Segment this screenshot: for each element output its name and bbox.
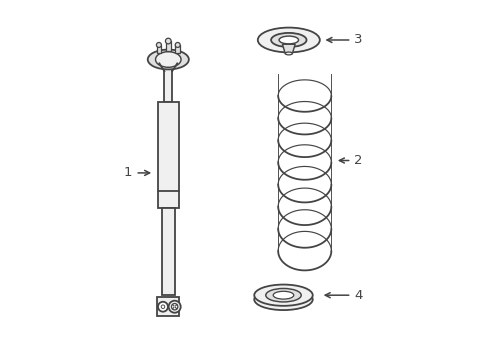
Ellipse shape bbox=[147, 50, 188, 69]
Ellipse shape bbox=[265, 288, 301, 302]
Text: 4: 4 bbox=[325, 289, 362, 302]
Bar bbox=[157, 297, 179, 316]
Text: 1: 1 bbox=[124, 166, 149, 179]
Circle shape bbox=[161, 305, 164, 309]
Circle shape bbox=[171, 303, 178, 310]
Ellipse shape bbox=[254, 289, 312, 310]
Bar bbox=[164, 61, 172, 102]
Ellipse shape bbox=[285, 52, 292, 55]
Bar bbox=[161, 208, 175, 295]
Polygon shape bbox=[282, 44, 295, 54]
Circle shape bbox=[165, 38, 171, 44]
Circle shape bbox=[175, 42, 180, 48]
Circle shape bbox=[168, 301, 181, 313]
Ellipse shape bbox=[155, 52, 181, 67]
Text: 2: 2 bbox=[339, 154, 362, 167]
Circle shape bbox=[156, 42, 161, 48]
Ellipse shape bbox=[279, 36, 298, 44]
Circle shape bbox=[158, 302, 167, 312]
Bar bbox=[175, 45, 180, 53]
Ellipse shape bbox=[273, 291, 293, 299]
Ellipse shape bbox=[254, 284, 312, 306]
Bar bbox=[165, 41, 170, 51]
Bar bbox=[156, 45, 161, 53]
Text: 3: 3 bbox=[326, 33, 362, 46]
Ellipse shape bbox=[270, 33, 306, 47]
Bar bbox=[158, 102, 178, 208]
Ellipse shape bbox=[257, 28, 319, 53]
